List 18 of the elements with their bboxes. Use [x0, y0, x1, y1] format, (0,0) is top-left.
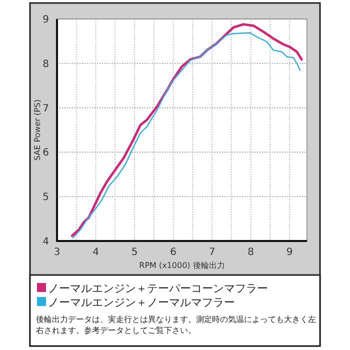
- y-tick-label: 7: [42, 103, 49, 114]
- x-tick-label: 9: [286, 247, 293, 258]
- x-tick-label: 4: [92, 247, 99, 258]
- x-axis-title: RPM (x1000) 後輪出力: [139, 261, 225, 270]
- x-tick-label: 7: [208, 247, 216, 258]
- text: 後輪出力データは、実走行とは異なります。測定時の気温によっても大きく左右されます。参考データとしてご覧下さい。: [36, 314, 316, 336]
- x-tick-label: 3: [54, 247, 60, 258]
- x-tick-label: 5: [131, 247, 138, 258]
- y-tick-label: 5: [42, 192, 49, 204]
- y-tick-label: 9: [42, 14, 49, 26]
- y-axis-title: SAE Power (PS): [33, 99, 42, 161]
- x-tick-label: 6: [170, 247, 176, 258]
- y-tick-label: 8: [42, 58, 49, 70]
- legend-item: ノーマルエンジン＋テーパーコーンマフラー: [37, 282, 268, 295]
- x-tick-label: 8: [248, 247, 254, 258]
- y-tick-label: 4: [42, 236, 49, 248]
- y-tick-label: 6: [42, 148, 49, 159]
- legend-item: ノーマルエンジン＋ノーマルマフラー: [37, 296, 235, 309]
